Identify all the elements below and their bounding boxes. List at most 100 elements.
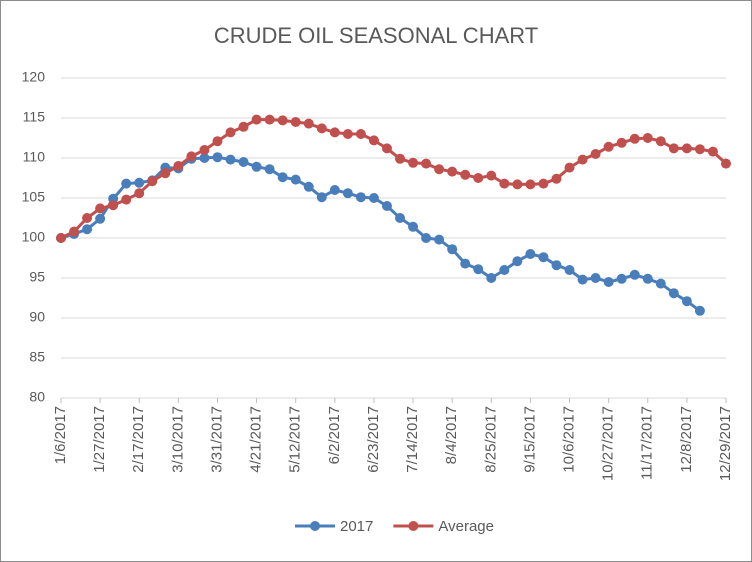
point xyxy=(603,277,614,287)
point xyxy=(460,169,471,180)
point xyxy=(681,296,692,307)
point xyxy=(95,203,106,214)
x-tick-label: 6/2/2017 xyxy=(326,406,343,464)
point xyxy=(434,164,445,175)
point xyxy=(290,174,301,185)
point xyxy=(82,224,93,235)
point xyxy=(616,273,627,284)
x-tick-label: 1/27/2017 xyxy=(91,406,108,473)
y-tick-label: 95 xyxy=(29,269,45,285)
point xyxy=(381,201,392,211)
x-tick-label: 8/4/2017 xyxy=(443,406,460,464)
point xyxy=(303,181,314,192)
chart-title: CRUDE OIL SEASONAL CHART xyxy=(214,23,538,48)
point xyxy=(577,154,588,165)
legend-label: Average xyxy=(438,518,494,535)
y-tick-label: 105 xyxy=(22,189,46,205)
point xyxy=(173,161,184,171)
point xyxy=(277,115,288,126)
point xyxy=(473,264,484,275)
legend-marker xyxy=(310,521,320,531)
point xyxy=(277,172,288,183)
point xyxy=(238,157,249,167)
point xyxy=(95,213,106,224)
point xyxy=(473,173,484,183)
x-tick-label: 1/6/2017 xyxy=(52,406,69,464)
point xyxy=(186,151,197,162)
point xyxy=(577,274,588,285)
point xyxy=(499,178,510,189)
point xyxy=(551,260,562,271)
point xyxy=(525,249,536,259)
point xyxy=(486,170,497,181)
legend-label: 2017 xyxy=(340,518,373,535)
point xyxy=(655,278,666,289)
x-tick-label: 6/23/2017 xyxy=(365,406,382,473)
point xyxy=(212,152,223,163)
point xyxy=(642,133,653,143)
point xyxy=(668,143,679,154)
y-tick-label: 120 xyxy=(22,69,46,85)
point xyxy=(447,244,458,255)
point xyxy=(199,153,210,163)
point xyxy=(499,265,510,275)
y-tick-label: 110 xyxy=(23,149,46,165)
point xyxy=(342,188,353,199)
point xyxy=(707,146,718,157)
point xyxy=(564,162,575,173)
point xyxy=(212,136,223,147)
point xyxy=(264,164,275,175)
point xyxy=(460,258,471,269)
point xyxy=(147,176,158,187)
point xyxy=(408,157,419,168)
point xyxy=(512,256,523,267)
y-tick-label: 115 xyxy=(23,109,46,125)
point xyxy=(82,213,93,223)
point xyxy=(134,188,145,199)
point xyxy=(225,154,236,165)
point xyxy=(290,117,301,127)
point xyxy=(655,136,666,147)
point xyxy=(395,153,406,164)
series-line xyxy=(60,118,728,240)
x-tick-label: 3/31/2017 xyxy=(208,406,225,473)
x-tick-label: 8/25/2017 xyxy=(482,406,499,473)
point xyxy=(303,118,314,129)
point xyxy=(642,273,653,284)
point xyxy=(342,129,353,139)
point xyxy=(538,252,549,263)
y-tick-label: 85 xyxy=(29,349,45,365)
point xyxy=(395,213,406,223)
x-tick-label: 4/21/2017 xyxy=(248,406,265,473)
point xyxy=(603,141,614,152)
y-tick-label: 80 xyxy=(29,389,45,405)
x-tick-label: 9/15/2017 xyxy=(521,406,538,473)
point xyxy=(121,194,132,205)
x-tick-label: 7/14/2017 xyxy=(404,406,421,473)
point xyxy=(538,178,549,189)
y-tick-label: 90 xyxy=(29,309,45,325)
point xyxy=(551,173,562,184)
point xyxy=(447,166,458,177)
point xyxy=(160,168,171,179)
x-tick-label: 12/8/2017 xyxy=(678,406,695,473)
x-tick-label: 3/10/2017 xyxy=(169,406,186,473)
point xyxy=(368,193,379,203)
point xyxy=(512,179,523,190)
y-tick-label: 100 xyxy=(22,229,46,245)
point xyxy=(564,265,575,275)
point xyxy=(355,192,366,203)
x-tick-label: 11/17/2017 xyxy=(639,406,656,480)
point xyxy=(355,129,366,139)
point xyxy=(421,158,432,169)
point xyxy=(421,233,432,243)
point xyxy=(251,114,262,125)
point xyxy=(238,121,249,132)
point xyxy=(590,149,601,159)
point xyxy=(316,123,327,134)
point xyxy=(108,200,119,211)
point xyxy=(121,178,132,189)
x-tick-label: 10/27/2017 xyxy=(600,406,617,481)
point xyxy=(629,133,640,144)
